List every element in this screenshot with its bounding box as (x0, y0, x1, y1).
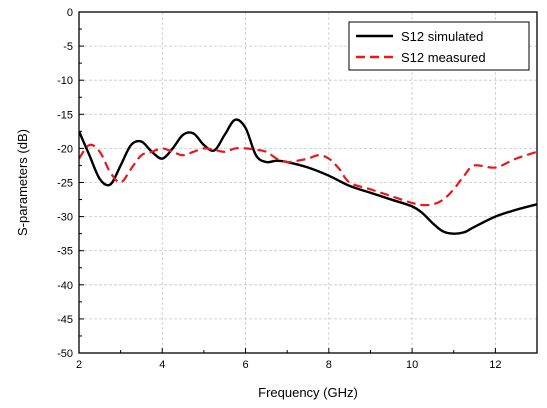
axis-ticks: 2 4 6 8 10 12 0 -5 -10 -15 -20 -25 -30 -35 -40 -45 -50 (57, 7, 501, 371)
series-line-measured (79, 143, 537, 207)
x-tick-label: 4 (159, 359, 165, 371)
x-tick-label: 2 (76, 359, 82, 371)
series-layer (79, 118, 537, 235)
y-tick-label: -20 (57, 143, 73, 155)
y-tick-label: -30 (57, 212, 73, 224)
legend-label-measured: S12 measured (401, 50, 486, 65)
y-tick-label: -40 (57, 280, 73, 292)
series-line-simulated (79, 118, 537, 235)
y-tick-label: -45 (57, 314, 73, 326)
y-tick-label: -35 (57, 246, 73, 258)
x-axis-title: Frequency (GHz) (258, 385, 358, 400)
y-tick-label: -10 (57, 75, 73, 87)
x-tick-label: 10 (406, 359, 418, 371)
y-tick-label: -50 (57, 348, 73, 360)
legend-label-simulated: S12 simulated (401, 29, 483, 44)
x-tick-label: 6 (242, 359, 248, 371)
legend: S12 simulated S12 measured (348, 21, 530, 71)
x-tick-label: 12 (489, 359, 501, 371)
y-tick-label: -5 (63, 41, 73, 53)
y-tick-label: 0 (67, 7, 73, 19)
legend-box (348, 21, 530, 71)
y-tick-label: -15 (57, 109, 73, 121)
y-axis-title: S-parameters (dB) (15, 129, 30, 236)
x-tick-label: 8 (326, 359, 332, 371)
y-tick-label: -25 (57, 178, 73, 190)
